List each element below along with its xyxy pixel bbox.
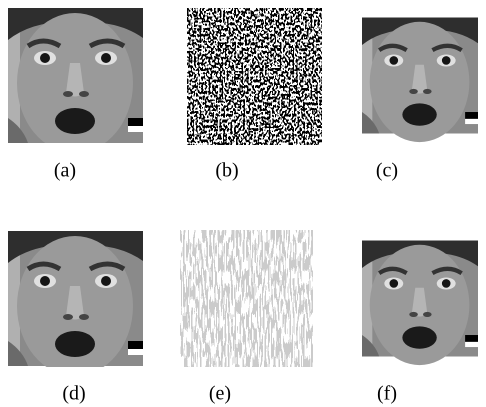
panel-label: (d) (62, 383, 85, 405)
panel-label: (e) (209, 383, 231, 405)
panel-label: (b) (215, 160, 238, 182)
image-encrypted (180, 230, 313, 367)
image-original (8, 231, 143, 376)
panel-label: (c) (376, 160, 398, 182)
panel-label: (f) (377, 383, 397, 405)
image-decrypted (362, 18, 478, 143)
panel-label: (a) (54, 160, 76, 182)
figure: (a) (b) (c) (d) (e) (f) (0, 0, 486, 407)
image-original (8, 8, 143, 153)
image-decrypted (362, 241, 478, 366)
image-encrypted (187, 8, 322, 145)
